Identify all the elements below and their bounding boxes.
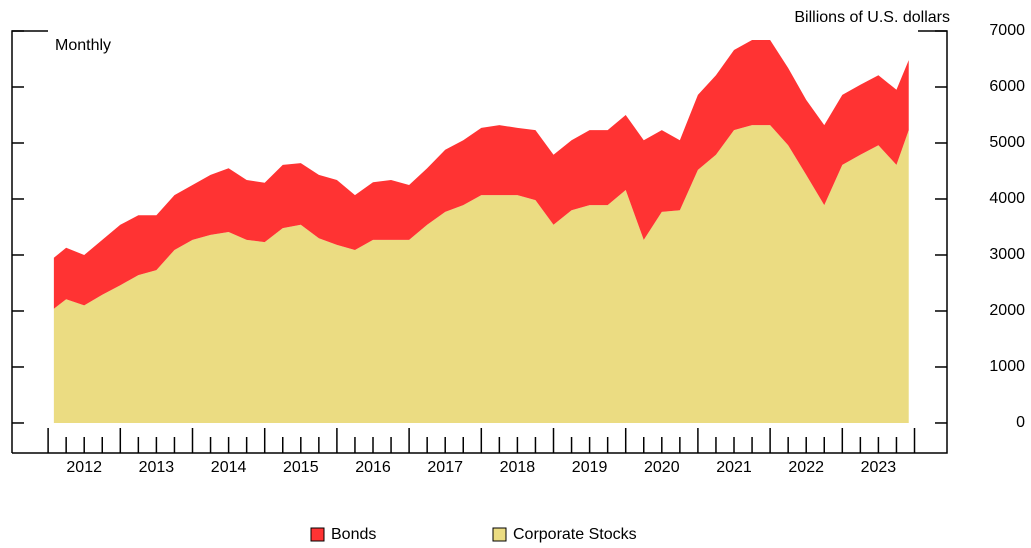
x-tick-label: 2022 xyxy=(788,459,824,476)
legend-label: Corporate Stocks xyxy=(513,526,637,543)
chart-subtitle: Monthly xyxy=(55,37,111,54)
area xyxy=(53,125,909,423)
area xyxy=(53,39,909,309)
x-tick-label: 2023 xyxy=(861,459,897,476)
x-tick-label: 2021 xyxy=(716,459,752,476)
x-tick-label: 2017 xyxy=(427,459,463,476)
x-tick-label: 2016 xyxy=(355,459,391,476)
legend-swatch xyxy=(310,527,325,542)
y-tick-label: 7000 xyxy=(989,22,1025,39)
y-tick-label: 1000 xyxy=(989,358,1025,375)
x-tick-label: 2020 xyxy=(644,459,680,476)
y-tick-label: 2000 xyxy=(989,302,1025,319)
y-tick-label: 0 xyxy=(1016,414,1025,431)
y-tick-label: 6000 xyxy=(989,78,1025,95)
legend-label: Bonds xyxy=(331,526,376,543)
x-tick-label: 2014 xyxy=(211,459,247,476)
x-tick-label: 2018 xyxy=(500,459,536,476)
x-tick-label: 2019 xyxy=(572,459,608,476)
legend-swatch xyxy=(492,527,507,542)
x-tick-label: 2015 xyxy=(283,459,319,476)
y-tick-label: 5000 xyxy=(989,134,1025,151)
chart-title: Billions of U.S. dollars xyxy=(794,9,950,26)
x-tick-label: 2012 xyxy=(66,459,102,476)
y-tick-label: 4000 xyxy=(989,190,1025,207)
x-tick-label: 2013 xyxy=(139,459,175,476)
y-tick-label: 3000 xyxy=(989,246,1025,263)
